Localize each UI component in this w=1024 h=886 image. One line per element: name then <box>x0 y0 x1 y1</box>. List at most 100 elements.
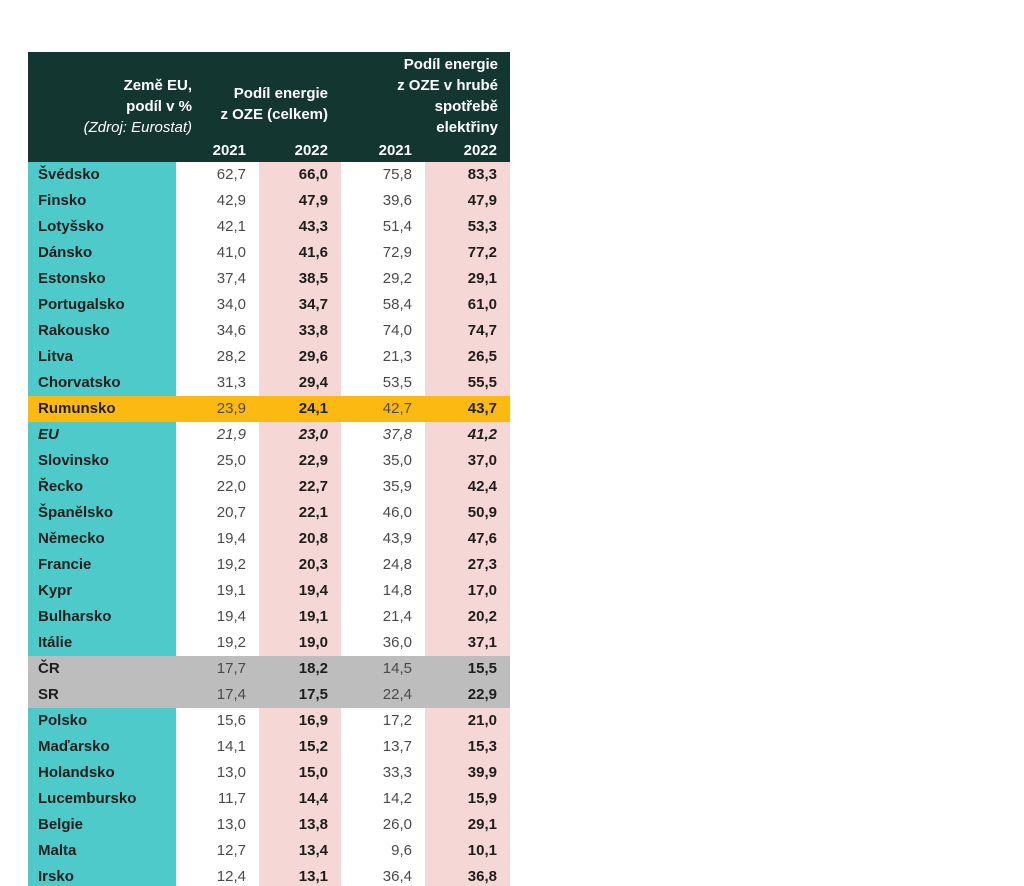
value-2021: 17,4 <box>176 682 259 708</box>
year-col-2022-total: 2022 <box>294 141 328 159</box>
year-col-2021-total: 2021 <box>212 141 246 159</box>
table-row: Chorvatsko 31,3 29,4 53,5 55,5 <box>28 370 510 396</box>
country-name: Maďarsko <box>28 734 176 760</box>
value-2021: 42,1 <box>176 214 259 240</box>
value-2022: 53,3 <box>425 214 510 240</box>
table-row: Estonsko 37,4 38,5 29,2 29,1 <box>28 266 510 292</box>
value-2021: 19,1 <box>176 578 259 604</box>
table-row: Francie 19,2 20,3 24,8 27,3 <box>28 552 510 578</box>
value-2021: 36,0 <box>341 630 425 656</box>
value-2021: 9,6 <box>341 838 425 864</box>
value-2021: 42,9 <box>176 188 259 214</box>
table-row: Polsko 15,6 16,9 17,2 21,0 <box>28 708 510 734</box>
value-2022: 29,1 <box>425 266 510 292</box>
country-name: Lucembursko <box>28 786 176 812</box>
table-row: Maďarsko 14,1 15,2 13,7 15,3 <box>28 734 510 760</box>
value-2021: 53,5 <box>341 370 425 396</box>
value-2021: 22,0 <box>176 474 259 500</box>
value-2022: 74,7 <box>425 318 510 344</box>
value-2022: 47,9 <box>259 188 341 214</box>
value-2021: 34,0 <box>176 292 259 318</box>
country-name: Estonsko <box>28 266 176 292</box>
group1-line-2: z OZE (celkem) <box>220 106 328 123</box>
table-row: SR 17,4 17,5 22,4 22,9 <box>28 682 510 708</box>
value-2022: 83,3 <box>425 162 510 188</box>
country-name: Kypr <box>28 578 176 604</box>
country-name: SR <box>28 682 176 708</box>
value-2022: 29,4 <box>259 370 341 396</box>
value-2022: 77,2 <box>425 240 510 266</box>
value-2021: 12,4 <box>176 864 259 886</box>
value-2021: 37,4 <box>176 266 259 292</box>
value-2022: 20,8 <box>259 526 341 552</box>
value-2022: 10,1 <box>425 838 510 864</box>
value-2022: 23,0 <box>259 422 341 448</box>
value-2022: 27,3 <box>425 552 510 578</box>
value-2022: 19,1 <box>259 604 341 630</box>
table-row: Rumunsko 23,9 24,1 42,7 43,7 <box>28 396 510 422</box>
country-name: Slovinsko <box>28 448 176 474</box>
value-2022: 33,8 <box>259 318 341 344</box>
value-2021: 37,8 <box>341 422 425 448</box>
value-2021: 42,7 <box>341 396 425 422</box>
country-header-line-1: Země EU, <box>123 77 192 94</box>
value-2022: 50,9 <box>425 500 510 526</box>
value-2021: 19,2 <box>176 552 259 578</box>
value-2021: 24,8 <box>341 552 425 578</box>
value-2021: 21,3 <box>341 344 425 370</box>
value-2021: 26,0 <box>341 812 425 838</box>
value-2021: 21,9 <box>176 422 259 448</box>
table-body: Švédsko 62,7 66,0 75,8 83,3 Finsko 42,9 47,9 39,… <box>28 162 510 886</box>
value-2022: 19,4 <box>259 578 341 604</box>
table-row: Belgie 13,0 13,8 26,0 29,1 <box>28 812 510 838</box>
group-header-oze-total: Podíl energie z OZE (celkem) <box>198 83 341 138</box>
value-2021: 33,3 <box>341 760 425 786</box>
value-2021: 72,9 <box>341 240 425 266</box>
value-2021: 13,0 <box>176 812 259 838</box>
value-2022: 61,0 <box>425 292 510 318</box>
table-row: Irsko 12,4 13,1 36,4 36,8 <box>28 864 510 886</box>
value-2021: 19,4 <box>176 526 259 552</box>
value-2021: 25,0 <box>176 448 259 474</box>
value-2021: 19,2 <box>176 630 259 656</box>
source-note: (Zdroj: Eurostat) <box>83 119 192 136</box>
value-2022: 38,5 <box>259 266 341 292</box>
value-2022: 17,5 <box>259 682 341 708</box>
value-2021: 28,2 <box>176 344 259 370</box>
country-name: Španělsko <box>28 500 176 526</box>
country-name: ČR <box>28 656 176 682</box>
value-2021: 13,0 <box>176 760 259 786</box>
country-name: Finsko <box>28 188 176 214</box>
value-2021: 43,9 <box>341 526 425 552</box>
value-2022: 24,1 <box>259 396 341 422</box>
value-2021: 14,8 <box>341 578 425 604</box>
value-2022: 13,1 <box>259 864 341 886</box>
value-2021: 14,1 <box>176 734 259 760</box>
value-2022: 14,4 <box>259 786 341 812</box>
country-name: Rumunsko <box>28 396 176 422</box>
value-2022: 26,5 <box>425 344 510 370</box>
value-2021: 15,6 <box>176 708 259 734</box>
country-name: Chorvatsko <box>28 370 176 396</box>
value-2021: 35,0 <box>341 448 425 474</box>
value-2021: 19,4 <box>176 604 259 630</box>
table-row: Německo 19,4 20,8 43,9 47,6 <box>28 526 510 552</box>
table-row: Švédsko 62,7 66,0 75,8 83,3 <box>28 162 510 188</box>
value-2021: 31,3 <box>176 370 259 396</box>
value-2022: 34,7 <box>259 292 341 318</box>
table-row: Malta 12,7 13,4 9,6 10,1 <box>28 838 510 864</box>
value-2021: 20,7 <box>176 500 259 526</box>
value-2021: 14,5 <box>341 656 425 682</box>
table-row: Itálie 19,2 19,0 36,0 37,1 <box>28 630 510 656</box>
table-row: Finsko 42,9 47,9 39,6 47,9 <box>28 188 510 214</box>
value-2021: 22,4 <box>341 682 425 708</box>
value-2021: 34,6 <box>176 318 259 344</box>
country-name: Bulharsko <box>28 604 176 630</box>
year-header-row: 2021 2022 2021 2022 <box>28 138 510 162</box>
value-2022: 18,2 <box>259 656 341 682</box>
table-row: EU 21,9 23,0 37,8 41,2 <box>28 422 510 448</box>
value-2022: 47,9 <box>425 188 510 214</box>
country-name: Belgie <box>28 812 176 838</box>
value-2022: 41,6 <box>259 240 341 266</box>
table-row: Portugalsko 34,0 34,7 58,4 61,0 <box>28 292 510 318</box>
